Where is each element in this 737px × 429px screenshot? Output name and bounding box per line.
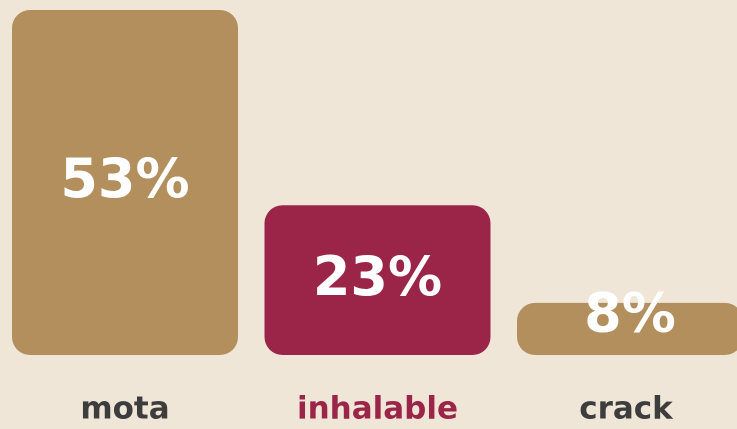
bar [517, 302, 737, 355]
category-label: mota [80, 391, 169, 427]
bar [12, 10, 238, 355]
value-label: 53% [60, 147, 189, 210]
bar [264, 205, 491, 355]
value-label: 23% [313, 245, 442, 308]
category-label: crack [579, 391, 674, 427]
value-label: 8% [584, 282, 676, 345]
category-label: inhalable [297, 391, 458, 427]
